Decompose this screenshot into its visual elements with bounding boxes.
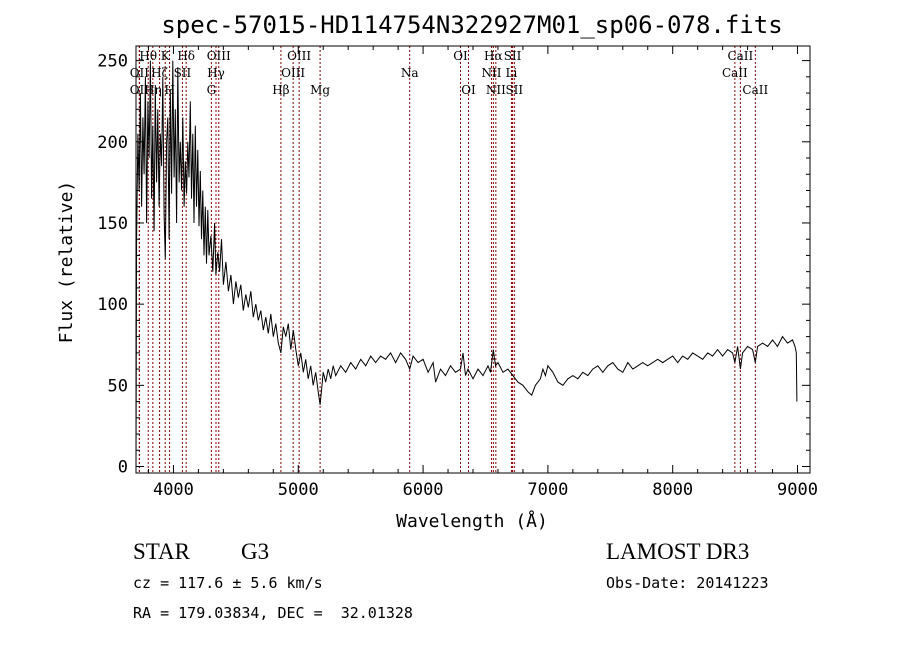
y-tick-label-0: 0	[118, 458, 128, 478]
x-axis-label: Wavelength (Å)	[396, 510, 548, 532]
survey-name: LAMOST DR3	[606, 539, 750, 564]
x-tick-label-1: 5000	[278, 480, 319, 500]
spectral-line-label-23: NII	[486, 83, 506, 97]
spectral-line-label-10: Hγ	[207, 66, 225, 80]
spectral-line-label-15: Mg	[310, 83, 330, 97]
spectral-line-label-8: SII	[174, 66, 192, 80]
spectrum-series	[135, 60, 798, 467]
x-axis: 4000 5000 6000 7000 8000 9000	[147, 46, 818, 500]
spectral-line-label-18: OI	[461, 83, 476, 97]
spectral-line-label-19: Hα	[484, 49, 503, 63]
spectral-line-label-7: Hδ	[177, 49, 195, 63]
spectral-line-label-20: SII	[504, 49, 522, 63]
spectral-line-label-11: G	[207, 83, 217, 97]
spectral-line-label-0: OII	[130, 83, 150, 97]
y-tick-label-1: 50	[108, 376, 128, 396]
spectral-line-label-26: CaII	[722, 66, 748, 80]
spectral-line-label-17: OI	[453, 49, 468, 63]
x-tick-label-2: 6000	[403, 480, 444, 500]
y-axis-label: Flux (relative)	[56, 181, 77, 344]
spectral-line-label-22: Li	[506, 66, 518, 80]
y-tick-label-3: 150	[97, 214, 128, 234]
spectral-line-label-5: H	[164, 83, 174, 97]
spectral-line-label-13: OIII	[281, 66, 305, 80]
plot-frame	[135, 45, 811, 474]
object-subclass: G3	[241, 539, 270, 564]
spectral-line-label-1: OII	[130, 66, 150, 80]
spectral-line-label-2: Hθ	[139, 49, 157, 63]
spectral-line-label-4: K	[161, 49, 171, 63]
spectral-line-label-12: OIII	[287, 49, 311, 63]
chart-title: spec-57015-HD114754N322927M01_sp06-078.f…	[161, 11, 782, 39]
spectral-line-label-24: SII	[505, 83, 523, 97]
spectral-line-label-14: Hβ	[272, 83, 289, 97]
y-tick-label-2: 100	[97, 295, 128, 315]
spectral-line-label-25: CaII	[727, 49, 753, 63]
spectral-line-label-6: Hζ	[151, 66, 168, 80]
y-tick-label-4: 200	[97, 133, 128, 153]
obs-date-text: Obs-Date: 20141223	[606, 574, 769, 592]
spectral-line-label-21: NII	[481, 66, 501, 80]
x-tick-label-0: 4000	[153, 480, 194, 500]
x-tick-label-4: 8000	[652, 480, 693, 500]
spectral-line-markers	[138, 46, 756, 473]
spectral-line-label-3: Hη	[144, 83, 162, 97]
redshift-text: cz = 117.6 ± 5.6 km/s	[133, 574, 323, 592]
object-class: STAR	[133, 539, 190, 564]
spectral-line-labels: OII OII Hθ Hη K H Hζ Hδ SII OIII Hγ G OIII OIII Hβ Mg Na…	[130, 49, 769, 97]
x-tick-label-3: 7000	[527, 480, 568, 500]
coordinates-text: RA = 179.03834, DEC = 32.01328	[133, 604, 413, 622]
spectral-line-label-9: OIII	[207, 49, 231, 63]
spectral-line-label-27: CaII	[742, 83, 768, 97]
y-axis: 0 50 100 150 200 250	[97, 52, 810, 478]
x-tick-label-5: 9000	[777, 480, 818, 500]
spectral-line-label-16: Na	[401, 66, 419, 80]
y-tick-label-5: 250	[97, 52, 128, 72]
